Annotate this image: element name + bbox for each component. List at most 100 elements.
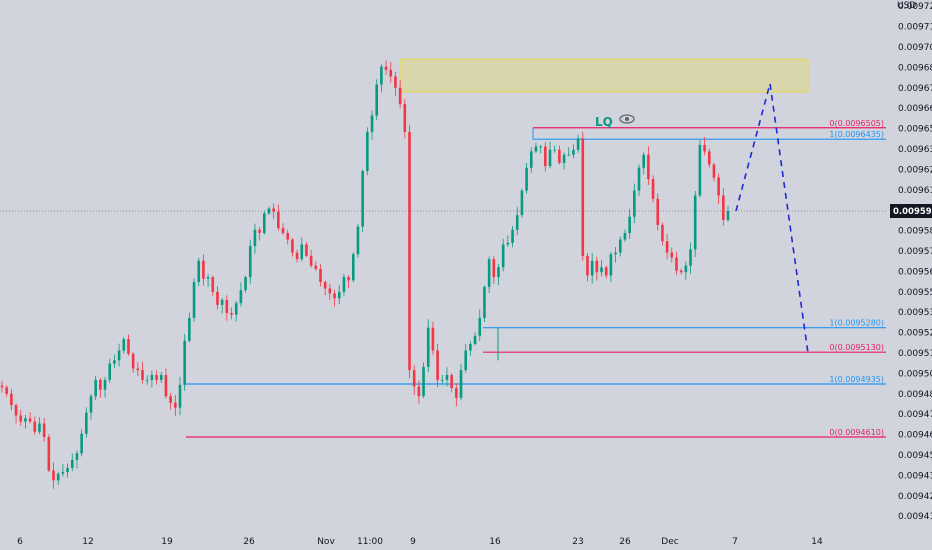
candle-body	[225, 299, 229, 313]
candle-body	[511, 229, 514, 243]
supply-zone-box[interactable]	[399, 58, 809, 93]
candle-body	[398, 87, 402, 105]
candle-body	[61, 472, 65, 474]
candle-body	[501, 244, 505, 268]
x-tick-label: Dec	[661, 537, 678, 547]
candle-body	[539, 146, 542, 148]
y-tick-label: 0.0095625	[898, 267, 932, 277]
time-axis[interactable]: 6 12 19 26 Nov 11:00 9 16 23 26 Dec 7 14	[17, 537, 823, 547]
x-tick-label: 7	[732, 537, 738, 547]
x-tick-label: 23	[572, 537, 583, 547]
candle-body	[183, 340, 186, 385]
candle-body	[202, 260, 205, 279]
candle-body	[150, 375, 154, 380]
candle-body	[684, 265, 688, 273]
candle-body	[5, 387, 8, 394]
y-tick-label: 0.0094500	[898, 451, 932, 461]
candle-body	[581, 138, 585, 256]
candle-body	[361, 171, 364, 227]
candle-body	[558, 149, 561, 163]
candle-body	[141, 370, 144, 380]
candle-body	[333, 293, 336, 299]
candle-body	[314, 265, 318, 269]
candle-body	[174, 402, 177, 408]
candle-body	[337, 291, 341, 299]
candles	[0, 60, 730, 489]
candle-body	[159, 375, 163, 380]
projection-path	[735, 83, 809, 354]
candle-body	[342, 277, 346, 292]
y-tick-label: 0.0095875	[898, 227, 932, 237]
candle-body	[483, 286, 486, 318]
candle-body	[703, 144, 706, 152]
candle-body	[262, 213, 266, 234]
y-tick-label: 0.0094875	[898, 390, 932, 400]
candle-body	[300, 244, 304, 260]
y-tick-label: 0.0095250	[898, 329, 932, 339]
candle-body	[651, 179, 655, 199]
candle-body	[562, 154, 566, 163]
candle-body	[291, 239, 294, 253]
x-tick-label: 19	[161, 537, 173, 547]
candle-body	[28, 418, 32, 422]
candle-body	[56, 473, 60, 481]
candle-body	[24, 418, 27, 422]
fib-level-label: 1(0.0096435)	[829, 130, 884, 139]
x-tick-label: 6	[17, 537, 23, 547]
candle-body	[370, 115, 374, 132]
candle-body	[722, 195, 725, 220]
candle-body	[113, 360, 116, 364]
candle-body	[286, 233, 290, 240]
candle-body	[408, 131, 411, 371]
candle-body	[567, 154, 571, 156]
candle-body	[99, 379, 102, 390]
candle-body	[206, 277, 210, 279]
x-tick-label: Nov	[317, 537, 335, 547]
candle-body	[258, 229, 261, 234]
eye-icon[interactable]	[619, 114, 635, 124]
x-tick-label: 14	[811, 537, 823, 547]
supply-zone	[399, 58, 809, 93]
candle-body	[366, 131, 369, 172]
candle-body	[633, 190, 636, 217]
candle-body	[267, 208, 271, 214]
candle-body	[572, 149, 575, 155]
projection-dashed-line[interactable]	[735, 83, 809, 354]
candle-body	[529, 151, 533, 168]
candle-body	[38, 423, 41, 432]
candle-body	[548, 149, 552, 167]
y-tick-label: 0.0096375	[898, 145, 932, 155]
candle-body	[89, 396, 93, 413]
candle-body	[10, 393, 13, 406]
candle-body	[497, 267, 500, 278]
price-axis[interactable]: USD 0.0097250 0.0097125 0.0097000 0.0096875…	[897, 1, 932, 522]
candle-body	[515, 215, 519, 230]
candle-body	[351, 254, 355, 281]
candle-body	[440, 379, 444, 381]
candle-body	[323, 281, 327, 289]
candle-body	[239, 290, 243, 304]
y-tick-label: 0.0096500	[898, 125, 932, 135]
candle-body	[155, 375, 158, 380]
candle-body	[553, 149, 556, 151]
y-tick-label: 0.0094250	[898, 492, 932, 502]
candle-body	[576, 138, 580, 150]
candle-body	[712, 164, 716, 178]
candle-body	[628, 216, 631, 234]
candle-body	[75, 453, 79, 460]
candle-body	[389, 69, 393, 77]
candle-body	[244, 277, 247, 291]
currency-label: USD	[897, 1, 916, 11]
y-tick-label: 0.0094125	[898, 512, 932, 522]
x-tick-label: 16	[489, 537, 501, 547]
y-tick-label: 0.0096250	[898, 165, 932, 175]
candle-body	[70, 459, 74, 468]
candle-body	[328, 288, 332, 294]
x-tick-label: 11:00	[357, 537, 383, 547]
y-tick-label: 0.0097000	[898, 43, 932, 53]
candle-body	[656, 198, 660, 225]
candle-body	[618, 239, 622, 253]
candle-body	[445, 375, 449, 380]
candle-body	[127, 339, 130, 354]
